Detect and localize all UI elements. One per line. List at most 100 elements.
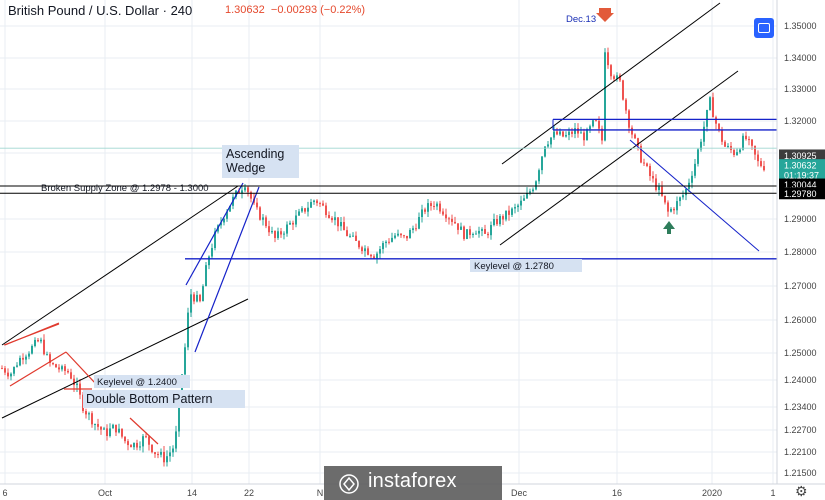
price-tag-label: 1.30044 [784, 180, 817, 190]
wedge-label-line2: Wedge [226, 161, 265, 175]
candle-body [724, 141, 726, 147]
candle-body [364, 248, 366, 252]
price-info: 1.30632 −0.00293 (−0.22%) [225, 4, 365, 16]
candle-body [475, 233, 477, 235]
candle-body [727, 145, 729, 147]
candle-body [751, 139, 753, 146]
candle-body [229, 205, 231, 212]
candle-body [271, 230, 273, 233]
candle-body [493, 218, 495, 226]
red-line-5 [129, 417, 159, 445]
fullscreen-button[interactable] [754, 18, 774, 38]
candle-body [427, 203, 429, 212]
candle-body [700, 141, 702, 150]
candle-body [124, 436, 126, 442]
upper-channel-upper-line [501, 2, 721, 165]
candle-body [424, 209, 426, 212]
settings-gear-icon[interactable]: ⚙ [795, 483, 808, 499]
candle-body [376, 253, 378, 259]
candle-body [298, 211, 300, 216]
candle-body [409, 229, 411, 239]
wedge-label-bg [222, 145, 299, 178]
candle-body [586, 129, 588, 141]
candle-body [370, 254, 372, 257]
candle-body [211, 248, 213, 257]
candle-body [430, 203, 432, 206]
candle-body [250, 192, 252, 199]
candle-body [328, 215, 330, 218]
candle-body [274, 230, 276, 238]
candle-body [568, 131, 570, 136]
candle-body [664, 195, 666, 203]
candle-body [34, 339, 36, 347]
chart-annotations: Ascending Wedge Broken Supply Zone @ 1.2… [41, 14, 596, 408]
candle-body [313, 200, 315, 203]
candle-body [94, 424, 96, 426]
keylevel-1278-label: Keylevel @ 1.2780 [474, 261, 554, 272]
candle-body [538, 170, 540, 182]
candle-body [592, 120, 594, 127]
candle-body [514, 207, 516, 209]
candle-body [442, 211, 444, 215]
candle-body [499, 216, 501, 225]
candle-body [571, 131, 573, 134]
price-tick-label: 1.22100 [784, 447, 817, 457]
candle-body [562, 131, 564, 137]
candle-body [187, 312, 189, 348]
price-axis-bg [777, 0, 825, 484]
candle-body [559, 131, 561, 135]
candle-body [238, 190, 240, 194]
last-price: 1.30632 [225, 4, 265, 16]
candle-body [40, 339, 42, 342]
candle-body [643, 162, 645, 164]
candle-body [244, 187, 246, 191]
candle-body [199, 294, 201, 302]
double-bottom-bg [83, 390, 245, 408]
candle-body [103, 428, 105, 430]
candle-body [169, 452, 171, 457]
candle-body [511, 208, 513, 215]
candle-body [31, 346, 33, 354]
candle-body [541, 156, 543, 171]
candle-body [505, 210, 507, 220]
candle-body [352, 235, 354, 237]
candle-body [334, 217, 336, 221]
candle-body [445, 214, 447, 219]
price-tick-label: 1.29000 [784, 214, 817, 224]
wedge-upper-line [185, 182, 244, 286]
candle-body [421, 209, 423, 218]
candle-body [508, 210, 510, 215]
price-tag-label: 01:19:37 [784, 170, 819, 180]
candle-body [436, 203, 438, 207]
candle-body [121, 428, 123, 437]
price-axis[interactable]: 1.350001.340001.330001.320001.310001.290… [776, 0, 825, 484]
candle-body [256, 202, 258, 208]
candle-body [463, 226, 465, 239]
candle-body [649, 165, 651, 177]
price-tick-label: 1.21500 [784, 468, 817, 478]
candle-body [721, 130, 723, 142]
candle-body [13, 366, 15, 374]
price-tick-label: 1.33000 [784, 84, 817, 94]
candle-body [760, 161, 762, 167]
candle-body [532, 189, 534, 192]
candle-body [478, 230, 480, 234]
candle-body [10, 373, 12, 377]
candle-body [685, 188, 687, 196]
candle-body [637, 138, 639, 146]
candle-body [292, 222, 294, 225]
candle-body [703, 126, 705, 142]
candle-body [100, 426, 102, 430]
candle-body [202, 286, 204, 302]
candle-body [1, 368, 3, 370]
candle-body [412, 228, 414, 230]
candle-body [247, 187, 249, 193]
red-line-1 [3, 323, 60, 346]
candle-body [388, 241, 390, 243]
candle-body [109, 428, 111, 437]
candle-body [319, 203, 321, 205]
candle-body [316, 200, 318, 204]
candle-body [595, 120, 597, 122]
candle-body [7, 372, 9, 377]
